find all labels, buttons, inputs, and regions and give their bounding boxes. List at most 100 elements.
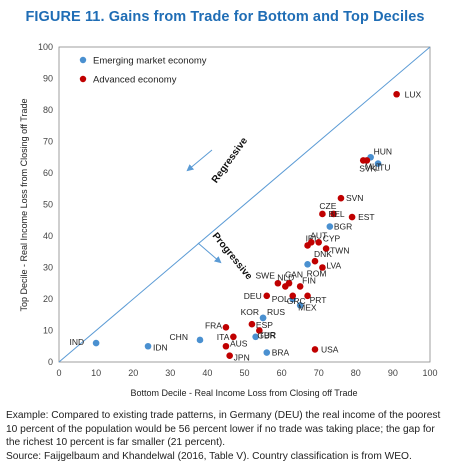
point-label-chn: CHN: [170, 332, 188, 342]
x-axis-ticks: 0 10 20 30 40 50 60 70 80 90 100: [56, 368, 437, 378]
advanced-point-aus: [222, 342, 230, 350]
point-label-aut: AUT: [310, 230, 327, 240]
point-label-irl: IRL: [306, 233, 320, 243]
progressive-label: Progressive: [210, 231, 255, 283]
advanced-point-cyp: [315, 239, 323, 246]
y-tick-label: 20: [43, 294, 53, 304]
plot-frame: [58, 46, 431, 363]
point-label-grc: GRC: [287, 296, 306, 306]
emerging-point-mex: [296, 302, 304, 309]
advanced-point-can: [285, 279, 293, 287]
point-label-swe: SWE: [256, 270, 276, 280]
emerging-point-rom: [304, 261, 311, 268]
advanced-point-svn: [337, 194, 345, 202]
advanced-point-dnk: [311, 257, 319, 265]
advanced-point-esp: [248, 320, 256, 328]
progressive-annotation: Progressive: [210, 231, 255, 283]
advanced-point-aut: [307, 239, 315, 246]
point-label-cyp: CYP: [323, 233, 341, 243]
emerging-point-tur: [252, 333, 259, 341]
legend: Emerging market economy Advanced economy: [79, 56, 207, 86]
x-tick-label: 40: [202, 368, 212, 378]
advanced-point-usa: [311, 346, 319, 353]
figure-title: FIGURE 11. Gains from Trade for Bottom a…: [25, 9, 425, 25]
x-tick-label: 0: [56, 368, 61, 378]
emerging-point-rus: [259, 314, 267, 322]
x-tick-label: 80: [351, 368, 361, 378]
y-tick-label: 10: [43, 326, 53, 336]
caption-example: Example: Compared to existing trade patt…: [6, 410, 441, 448]
diagonal-line: [58, 46, 431, 363]
y-tick-label: 0: [48, 357, 53, 367]
scatter-chart: 0 10 20 30 40 50 60 70 80 90 100 0 10 20 30 40 50 60 70 80…: [19, 42, 438, 398]
point-label-idn: IDN: [153, 342, 168, 352]
y-tick-label: 40: [43, 231, 53, 241]
advanced-point-gbr: [256, 327, 263, 334]
point-label-kor: KOR: [241, 307, 259, 317]
point-label-gbr: GBR: [257, 331, 275, 341]
y-axis-ticks: 0 10 20 30 40 50 60 70 80 90 100: [38, 42, 53, 367]
point-label-est: EST: [358, 212, 375, 222]
point-label-usa: USA: [321, 344, 339, 354]
emerging-point-bra: [263, 349, 271, 356]
x-tick-label: 100: [422, 368, 437, 378]
point-label-mex: MEX: [298, 302, 317, 312]
point-label-ltu: LTU: [375, 163, 390, 173]
y-tick-label: 80: [43, 105, 53, 115]
x-tick-label: 30: [165, 368, 175, 378]
emerging-point-idn: [144, 342, 152, 350]
y-tick-label: 100: [38, 42, 53, 52]
point-label-dnk: DNK: [314, 249, 332, 259]
point-label-hun: HUN: [374, 146, 392, 156]
emerging-point-bgr: [326, 223, 334, 230]
point-label-svn: SVN: [346, 193, 363, 203]
plot-area: 0 10 20 30 40 50 60 70 80 90 100 0 10 20 30 40 50 60 70 80…: [38, 42, 438, 378]
advanced-point-bel: [330, 210, 337, 218]
point-label-deu: DEU: [244, 291, 262, 301]
advanced-point-lva: [319, 264, 326, 271]
point-label-ind: IND: [69, 337, 84, 347]
point-label-rus: RUS: [267, 307, 285, 317]
x-tick-label: 70: [314, 368, 324, 378]
y-tick-label: 70: [43, 137, 53, 147]
point-label-rom: ROM: [307, 268, 327, 278]
point-label-bel: BEL: [329, 209, 345, 219]
y-tick-label: 90: [43, 74, 53, 84]
point-label-lva: LVA: [326, 261, 341, 271]
emerging-point-ltu: [374, 160, 382, 167]
point-label-fra: FRA: [205, 320, 222, 330]
y-tick-label: 50: [43, 200, 53, 210]
point-label-can: CAN: [285, 269, 303, 279]
legend-marker-emerging: [79, 56, 87, 64]
legend-label-emerging: Emerging market economy: [93, 56, 207, 67]
advanced-point-grc: [289, 292, 297, 300]
point-label-fin: FIN: [302, 275, 316, 285]
y-axis-label-wrap: Top Decile - Real Income Loss from Closi…: [19, 99, 29, 312]
emerging-point-chn: [196, 336, 204, 344]
x-tick-label: 20: [128, 368, 138, 378]
point-label-ita: ITA: [217, 332, 230, 342]
y-tick-label: 30: [43, 263, 53, 273]
advanced-point-fin: [296, 283, 304, 290]
x-tick-label: 50: [239, 368, 249, 378]
point-label-pol: POL: [272, 294, 289, 304]
point-label-esp: ESP: [256, 320, 273, 330]
regressive-label: Regressive: [210, 135, 251, 185]
advanced-point-deu: [263, 292, 271, 300]
x-tick-label: 90: [388, 368, 398, 378]
advanced-point-lux: [393, 90, 400, 98]
caption-source: Source: Faijgelbaum and Khandelwal (2016…: [6, 450, 412, 462]
advanced-point-ita: [230, 333, 237, 341]
point-label-prt: PRT: [310, 295, 327, 305]
point-label-bgr: BGR: [334, 222, 352, 232]
point-label-mlt: MLT: [365, 161, 381, 171]
point-label-aus: AUS: [230, 338, 248, 348]
point-label-jpn: JPN: [234, 353, 250, 363]
point-label-bra: BRA: [272, 348, 290, 358]
point-label-lux: LUX: [405, 89, 422, 99]
advanced-point-jpn: [226, 352, 233, 360]
advanced-point-cze: [319, 210, 326, 218]
point-label-tur: TUR: [259, 330, 276, 340]
advanced-point-est: [348, 213, 356, 221]
